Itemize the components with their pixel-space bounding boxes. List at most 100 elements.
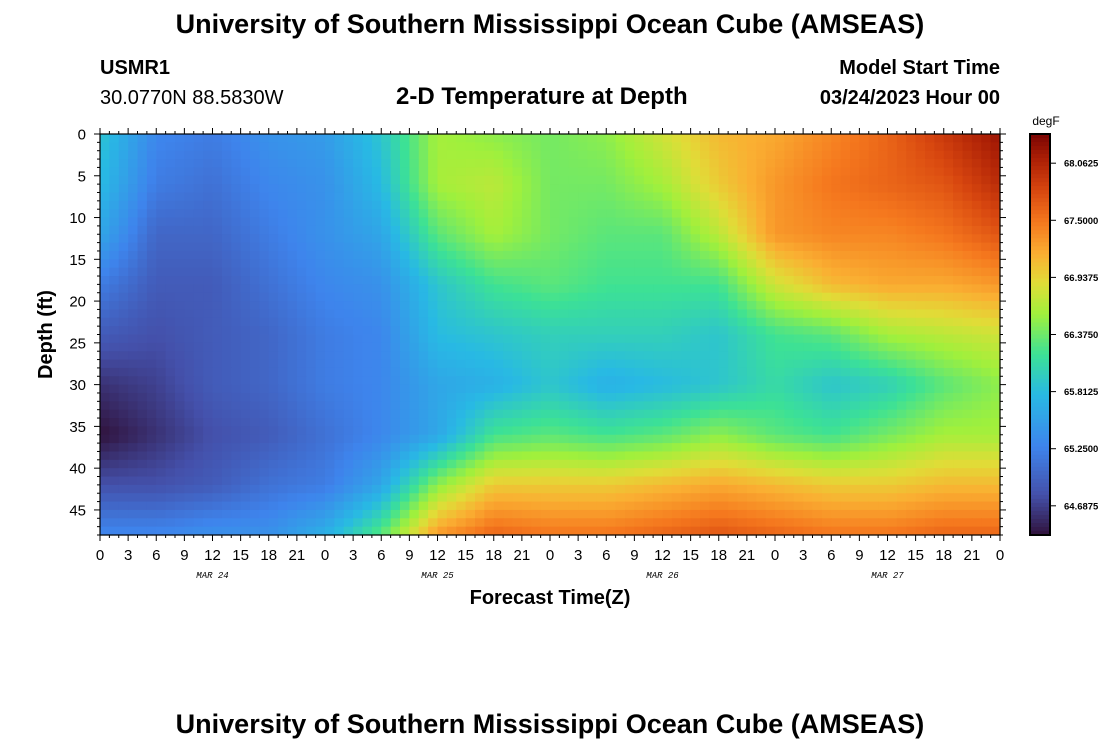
heat-cell (540, 426, 551, 436)
heat-cell (906, 418, 917, 427)
heat-cell (550, 459, 560, 469)
heat-cell (165, 175, 176, 185)
heat-cell (981, 234, 992, 244)
heat-cell (175, 367, 185, 377)
heat-cell (512, 150, 523, 160)
heat-cell (268, 409, 279, 419)
heat-cell (156, 434, 167, 444)
heat-cell (287, 342, 298, 352)
heat-cell (437, 476, 448, 486)
heat-cell (400, 509, 410, 519)
heat-cell (259, 134, 270, 143)
heat-cell (250, 351, 260, 361)
heat-cell (953, 292, 964, 302)
colorbar-step (1030, 154, 1050, 159)
heat-cell (268, 434, 279, 444)
heat-cell (896, 443, 907, 453)
heat-cell (278, 509, 289, 519)
heat-cell (568, 192, 579, 202)
heat-cell (165, 234, 176, 244)
heat-cell (793, 250, 804, 260)
heat-cell (475, 334, 485, 344)
heat-cell (943, 351, 954, 361)
heat-cell (859, 175, 870, 185)
heat-cell (606, 384, 617, 394)
heat-cell (428, 351, 439, 361)
heat-cell (334, 242, 345, 252)
heat-cell (193, 418, 204, 427)
heat-cell (118, 443, 129, 453)
heat-cell (109, 367, 120, 377)
heat-cell (231, 284, 242, 294)
heat-cell (803, 242, 814, 252)
heat-cell (259, 142, 270, 152)
heat-cell (512, 342, 523, 352)
heat-cell (606, 217, 617, 227)
heat-cell (746, 301, 757, 311)
heat-cell (484, 284, 495, 294)
heat-cell (596, 242, 607, 252)
heat-cell (568, 509, 579, 519)
heat-cell (418, 493, 429, 503)
heat-cell (540, 359, 551, 369)
heat-cell (737, 501, 748, 511)
heat-cell (390, 392, 401, 402)
heat-cell (184, 409, 195, 419)
heat-cell (906, 518, 917, 528)
heat-cell (906, 334, 917, 344)
heat-cell (428, 418, 439, 427)
heat-cell (484, 426, 495, 436)
heat-cell (315, 284, 326, 294)
heat-cell (831, 443, 842, 453)
heat-cell (671, 518, 682, 528)
heat-cell (550, 501, 560, 511)
heat-cell (437, 367, 448, 377)
x-tick-label: 6 (602, 547, 610, 564)
heat-cell (475, 384, 485, 394)
heat-cell (231, 434, 242, 444)
heat-cell (456, 250, 467, 260)
heat-cell (606, 468, 617, 478)
heat-cell (400, 493, 410, 503)
heat-cell (971, 284, 982, 294)
heat-cell (109, 192, 120, 202)
heat-cell (550, 484, 560, 494)
heat-cell (962, 326, 973, 336)
heat-cell (578, 418, 589, 427)
heat-cell (550, 409, 560, 419)
heat-cell (381, 493, 392, 503)
heat-cell (512, 384, 523, 394)
heat-cell (784, 334, 795, 344)
heat-cell (700, 526, 710, 536)
heat-cell (437, 401, 448, 411)
heat-cell (831, 501, 842, 511)
heat-cell (259, 267, 270, 277)
heat-cell (718, 359, 729, 369)
heat-cell (559, 459, 570, 469)
heat-cell (709, 159, 720, 169)
heat-cell (221, 326, 232, 336)
heat-cell (756, 526, 767, 536)
heat-cell (709, 217, 720, 227)
heat-cell (878, 493, 889, 503)
heat-cell (484, 418, 495, 427)
heat-cell (971, 451, 982, 461)
heat-cell (493, 376, 504, 386)
heat-cell (137, 209, 148, 219)
heat-cell (606, 225, 617, 235)
heat-cell (934, 434, 945, 444)
heat-cell (306, 476, 317, 486)
heat-cell (934, 134, 945, 143)
heat-cell (615, 409, 626, 419)
heat-cell (700, 501, 710, 511)
heat-cell (343, 392, 354, 402)
heat-cell (728, 509, 739, 519)
heat-cell (840, 184, 851, 194)
heat-cell (231, 242, 242, 252)
heat-cell (371, 301, 382, 311)
heat-cell (371, 259, 382, 269)
heat-cell (128, 209, 139, 219)
heat-cell (493, 526, 504, 536)
heat-cell (643, 342, 654, 352)
heat-cell (756, 334, 767, 344)
